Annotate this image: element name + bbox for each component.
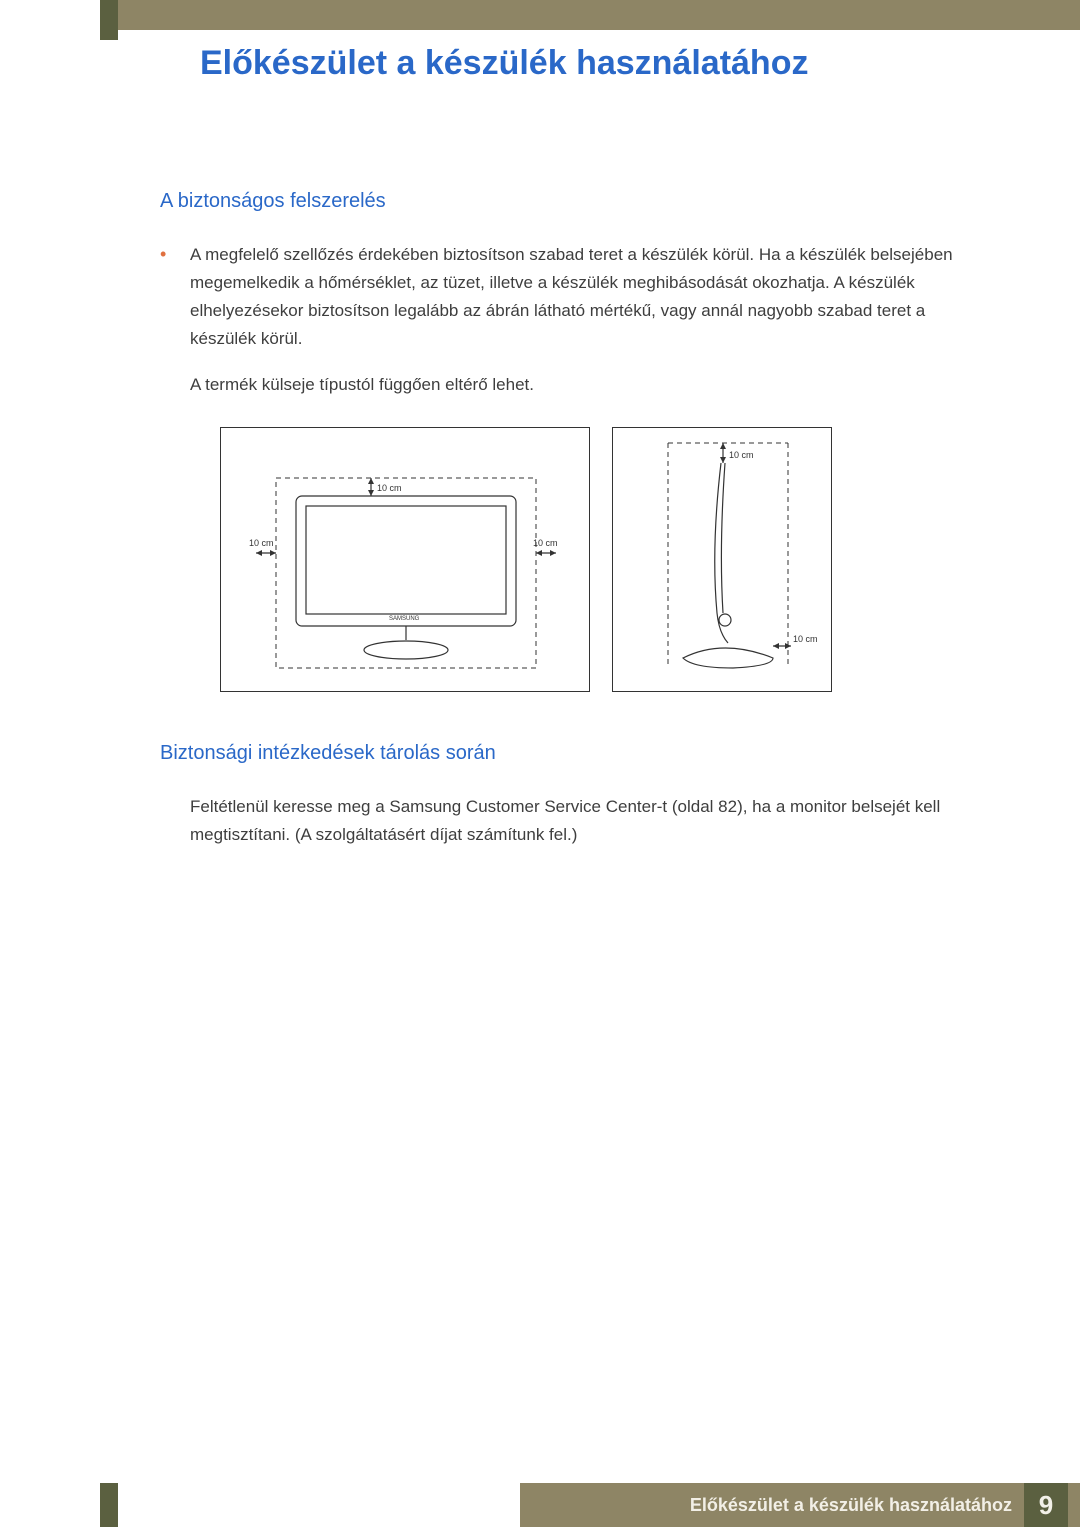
left-bar-accent bbox=[100, 0, 118, 40]
diagram-side-view: 10 cm 10 cm bbox=[612, 427, 832, 692]
footer-left-accent bbox=[100, 1483, 118, 1527]
clearance-label-top: 10 cm bbox=[377, 483, 402, 493]
section2: Biztonsági intézkedések tárolás során Fe… bbox=[160, 742, 990, 849]
section1-title: A biztonságos felszerelés bbox=[160, 190, 990, 213]
section2-body: Feltétlenül keresse meg a Samsung Custom… bbox=[190, 793, 990, 849]
footer-title: Előkészület a készülék használatához bbox=[690, 1495, 1012, 1516]
chapter-title: Előkészület a készülék használatához bbox=[200, 44, 808, 83]
clearance-label-side-bottom: 10 cm bbox=[793, 634, 818, 644]
content-area: A biztonságos felszerelés • A megfelelő … bbox=[160, 190, 990, 849]
footer: Előkészület a készülék használatához 9 bbox=[0, 1483, 1080, 1527]
bullet-text: A megfelelő szellőzés érdekében biztosít… bbox=[190, 241, 990, 353]
svg-text:SAMSUNG: SAMSUNG bbox=[389, 616, 420, 622]
diagram-front-view: 10 cm 10 cm 10 cm bbox=[220, 427, 590, 692]
header-band bbox=[100, 0, 1080, 30]
section1-note: A termék külseje típustól függően eltérő… bbox=[190, 371, 990, 399]
clearance-label-side-top: 10 cm bbox=[729, 450, 754, 460]
diagram-row: 10 cm 10 cm 10 cm bbox=[220, 427, 990, 692]
footer-page-number: 9 bbox=[1024, 1483, 1068, 1527]
clearance-label-left: 10 cm bbox=[249, 538, 274, 548]
bullet-item: • A megfelelő szellőzés érdekében biztos… bbox=[160, 241, 990, 353]
clearance-label-right: 10 cm bbox=[533, 538, 558, 548]
footer-band: Előkészület a készülék használatához 9 bbox=[520, 1483, 1080, 1527]
bullet-icon: • bbox=[160, 241, 190, 353]
section2-title: Biztonsági intézkedések tárolás során bbox=[160, 742, 990, 765]
page: Előkészület a készülék használatához A b… bbox=[0, 0, 1080, 1527]
